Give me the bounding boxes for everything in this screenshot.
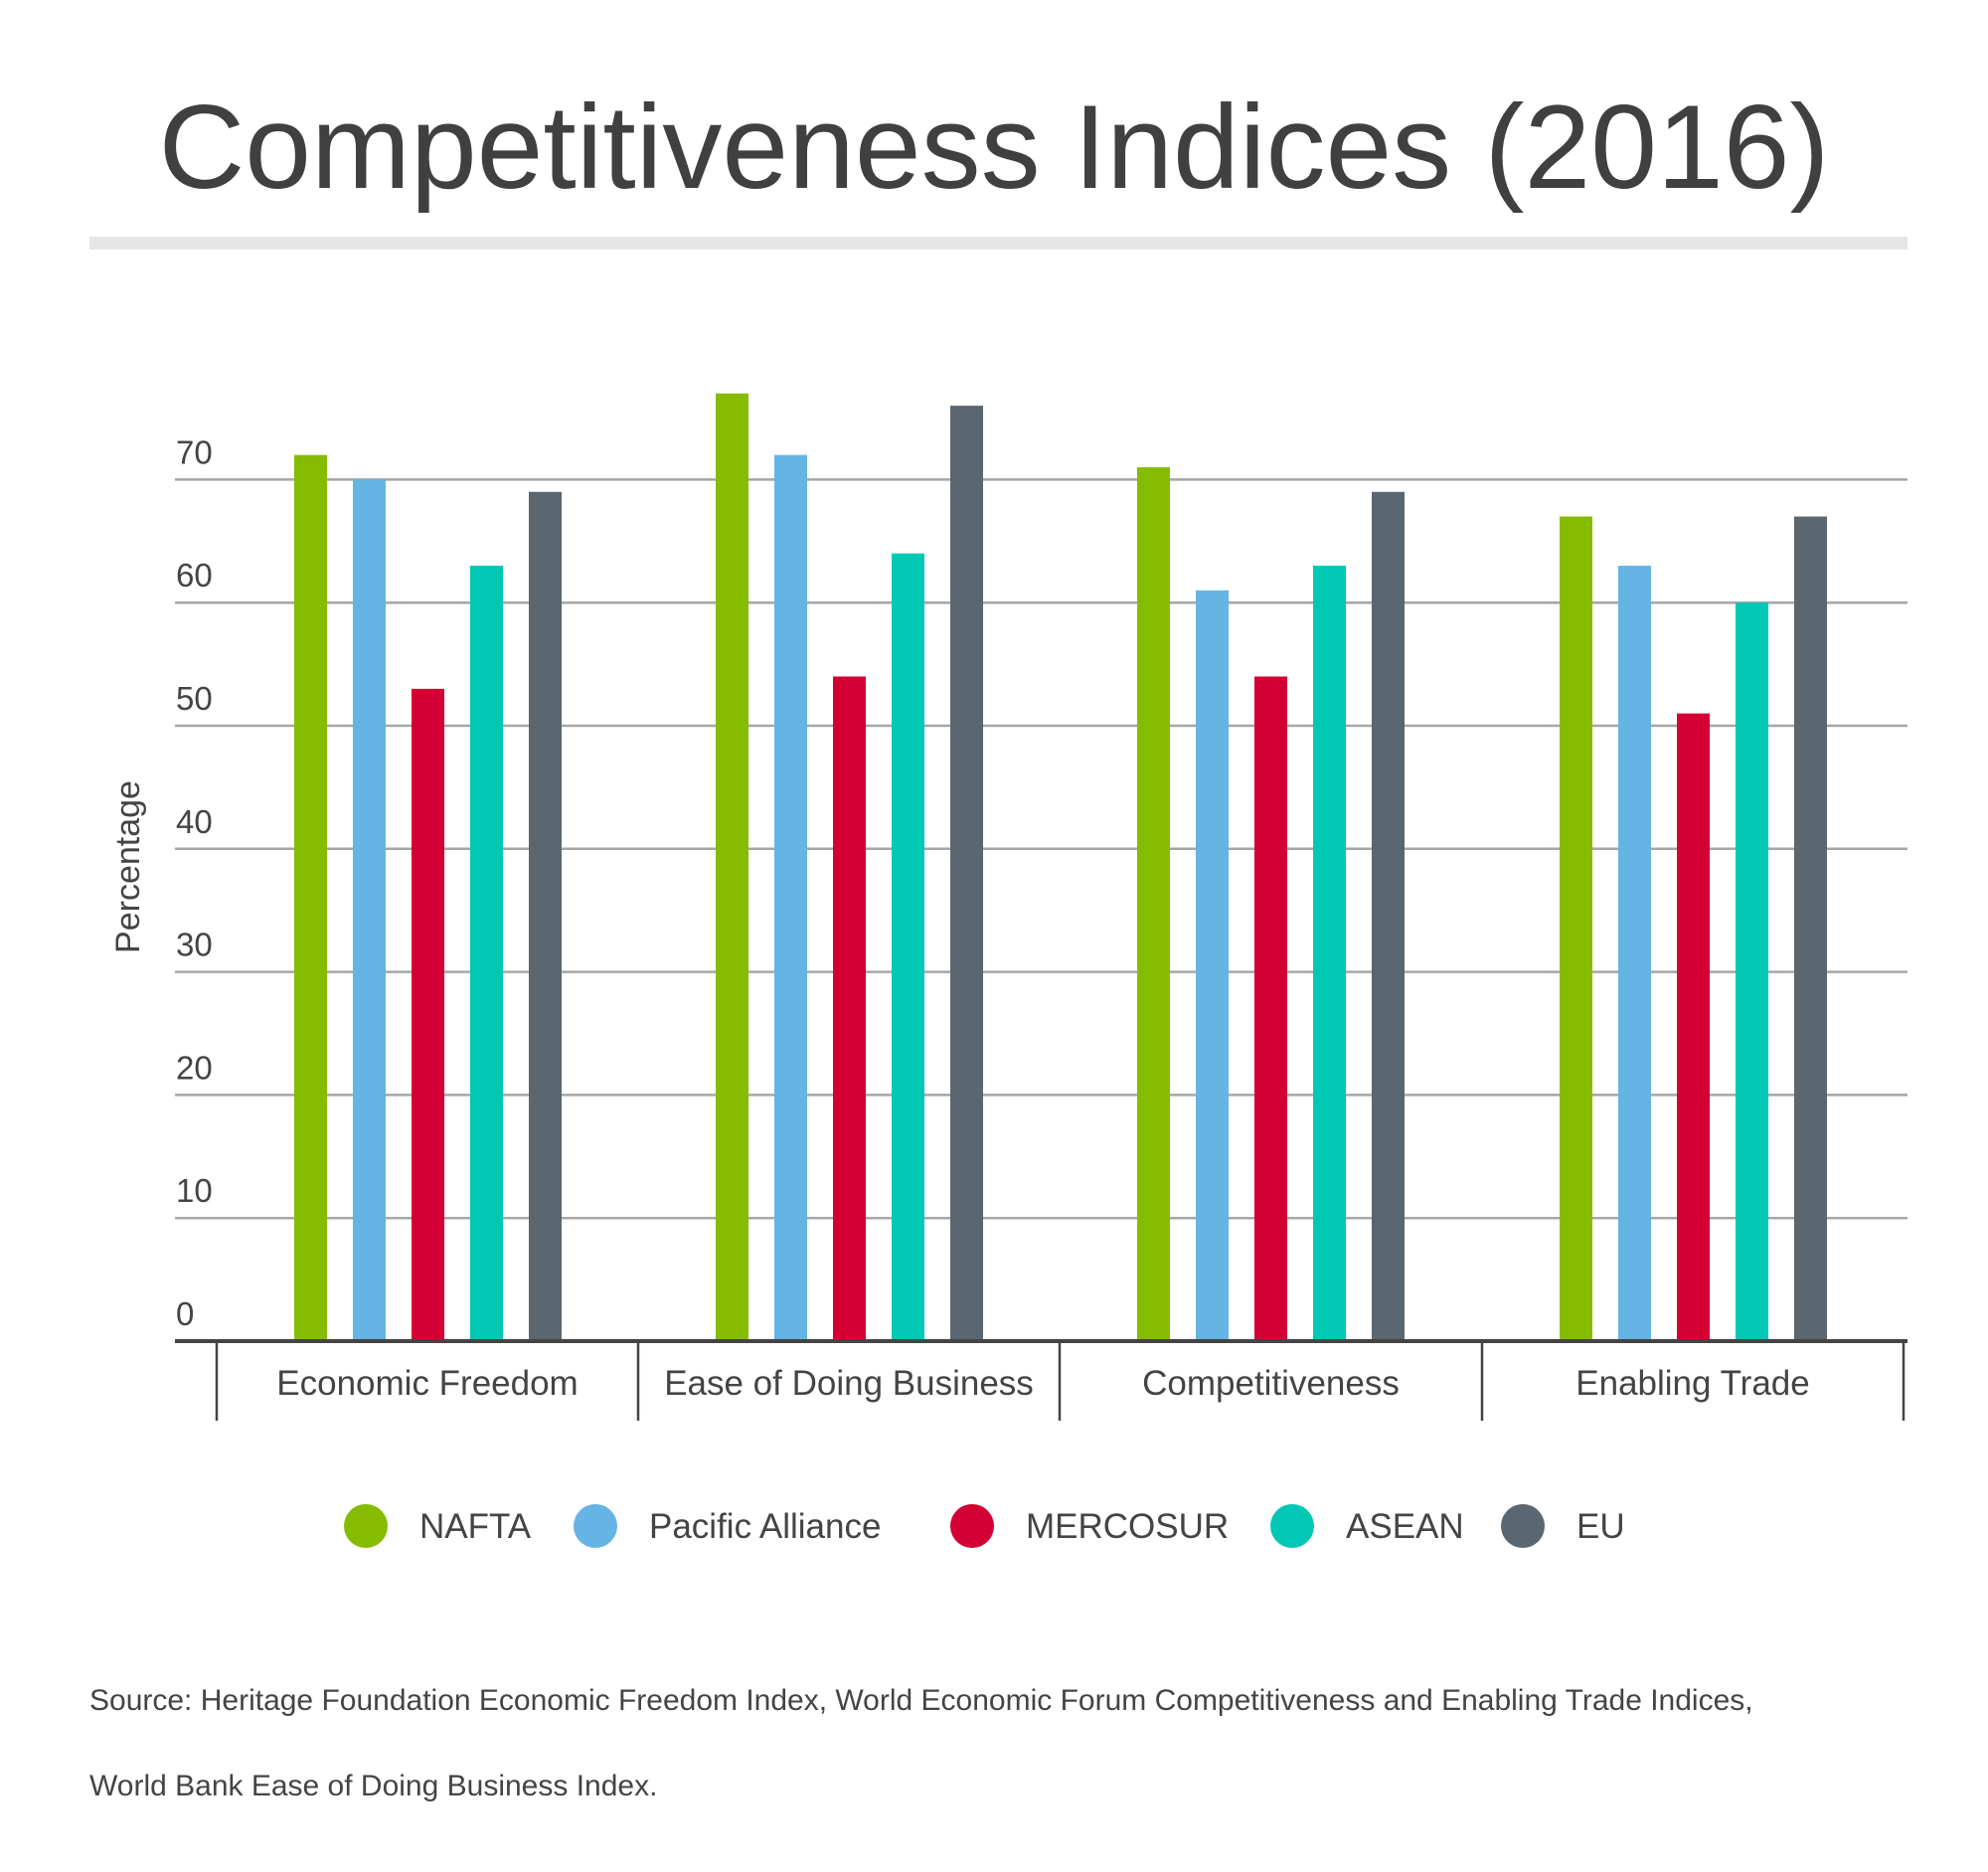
legend-label: NAFTA: [419, 1507, 532, 1546]
source-line-1: Source: Heritage Foundation Economic Fre…: [89, 1684, 1753, 1717]
legend-label: Pacific Alliance: [649, 1507, 881, 1546]
bar-nafta: [1560, 516, 1592, 1341]
bar-mercosur: [833, 676, 866, 1341]
bar-mercosur: [1254, 676, 1287, 1341]
x-tick-label: Enabling Trade: [1575, 1364, 1809, 1403]
chart-title: Competitiveness Indices (2016): [158, 81, 1830, 214]
y-tick-label: 0: [176, 1295, 194, 1332]
legend-label: ASEAN: [1346, 1507, 1464, 1546]
y-tick-label: 40: [176, 803, 213, 840]
y-tick-label: 20: [176, 1049, 213, 1086]
source-line-2: World Bank Ease of Doing Business Index.: [89, 1770, 658, 1802]
bar-eu: [1794, 516, 1827, 1341]
legend-marker: [1270, 1504, 1314, 1548]
bar-pacific-alliance: [774, 454, 807, 1341]
legend-marker: [344, 1504, 388, 1548]
x-tick-label: Economic Freedom: [276, 1364, 578, 1403]
bar-nafta: [716, 393, 748, 1341]
y-tick-label: 70: [176, 433, 213, 470]
legend-label: MERCOSUR: [1026, 1507, 1229, 1546]
bar-pacific-alliance: [1618, 566, 1651, 1341]
title-divider: [89, 237, 1907, 250]
x-tick-label: Competitiveness: [1142, 1364, 1400, 1403]
bar-nafta: [294, 454, 327, 1341]
y-tick-label: 60: [176, 557, 213, 594]
y-tick-label: 10: [176, 1172, 213, 1209]
bar-asean: [1313, 566, 1346, 1341]
y-tick-label: 50: [176, 680, 213, 717]
y-axis-label: Percentage: [109, 780, 147, 953]
legend-label: EU: [1576, 1507, 1625, 1546]
legend-marker: [574, 1504, 617, 1548]
bar-pacific-alliance: [1196, 590, 1229, 1341]
bar-mercosur: [1677, 713, 1710, 1341]
bar-eu: [950, 406, 983, 1341]
bar-eu: [529, 491, 562, 1341]
bar-asean: [470, 566, 503, 1341]
bar-eu: [1372, 491, 1405, 1341]
y-tick-label: 30: [176, 927, 213, 963]
bar-nafta: [1137, 467, 1170, 1341]
bar-asean: [1736, 602, 1768, 1341]
bar-pacific-alliance: [353, 479, 386, 1341]
x-tick-label: Ease of Doing Business: [664, 1364, 1034, 1403]
bar-asean: [892, 553, 924, 1341]
legend-marker: [1501, 1504, 1545, 1548]
bar-mercosur: [412, 688, 444, 1341]
legend-marker: [950, 1504, 994, 1548]
